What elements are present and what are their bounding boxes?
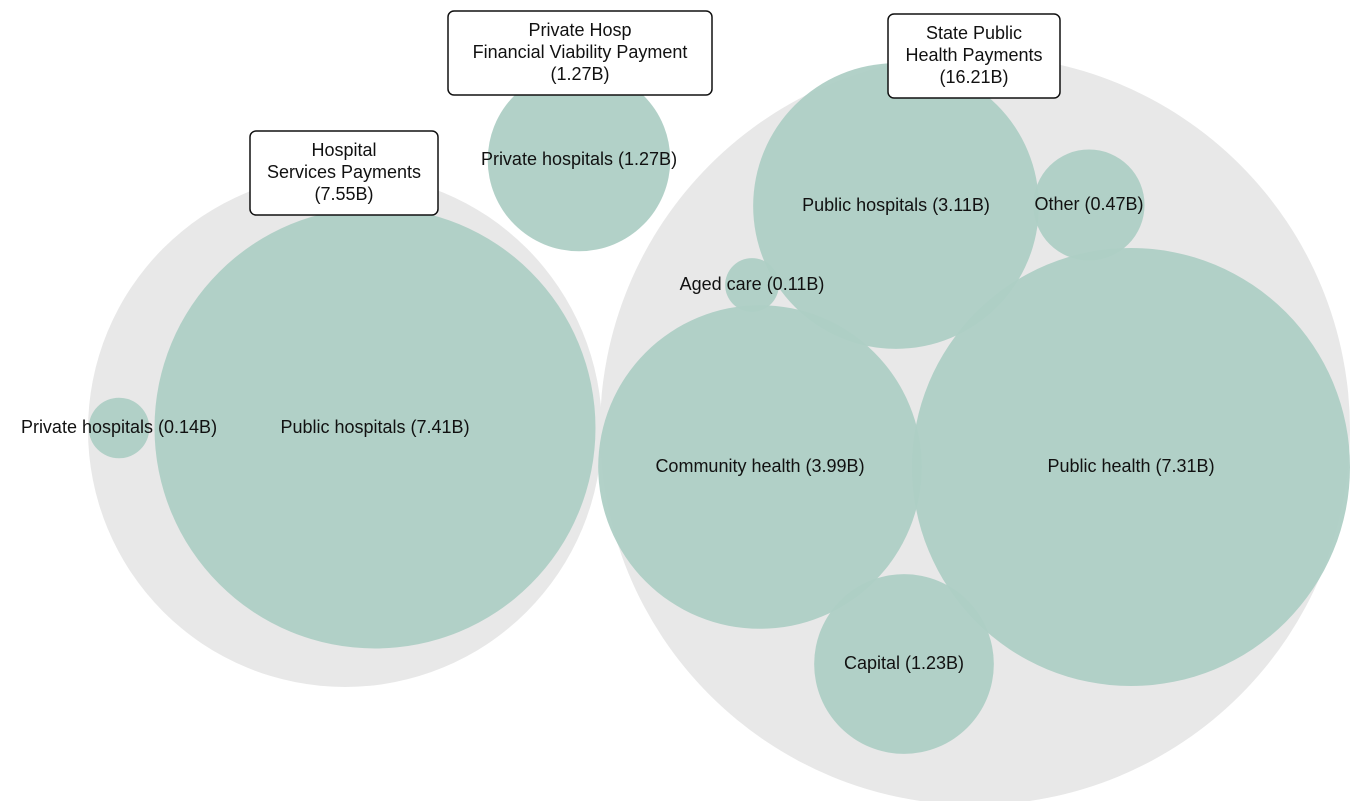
bubble	[912, 248, 1350, 686]
bubble-name: Aged care	[680, 274, 762, 294]
bubble-label: Aged care (0.11B)	[680, 274, 825, 294]
bubble-value-label: (3.11B)	[932, 195, 990, 215]
group-label: Financial Viability Payment	[473, 42, 688, 62]
bubble-label: Private hospitals (0.14B)	[21, 417, 217, 437]
bubble	[1033, 149, 1145, 261]
bubble-name: Other	[1034, 194, 1079, 214]
bubble-label: Community health (3.99B)	[655, 456, 864, 476]
bubble-value-label: (3.99B)	[806, 456, 865, 476]
child-layer	[88, 63, 1350, 754]
group-label: Health Payments	[905, 45, 1042, 65]
bubble	[154, 207, 596, 649]
group-label: (1.27B)	[550, 64, 609, 84]
bubble-value-label: (7.41B)	[411, 417, 470, 437]
bubble-label: Public hospitals (7.41B)	[280, 417, 469, 437]
group-label: State Public	[926, 23, 1022, 43]
bubble-value-label: (1.23B)	[905, 653, 964, 673]
bubble-label: Capital (1.23B)	[844, 653, 964, 673]
bubble-name: Public health	[1047, 456, 1150, 476]
bubble	[814, 574, 994, 754]
bubble	[753, 63, 1039, 349]
bubble-value-label: (0.14B)	[158, 417, 217, 437]
bubble-label: Other (0.47B)	[1034, 194, 1143, 214]
bubble-name: Capital	[844, 653, 900, 673]
bubble-label: Public health (7.31B)	[1047, 456, 1214, 476]
bubble-name: Public hospitals	[802, 195, 927, 215]
bubble-value-label: (0.11B)	[767, 274, 825, 294]
bubble	[487, 68, 671, 252]
bubble	[598, 305, 922, 629]
bubble-name: Private hospitals	[21, 417, 153, 437]
label-layer: Private hospitals (0.14B) Public hospital…	[21, 10, 1215, 673]
group-label: Hospital	[311, 140, 376, 160]
bubble-value-label: (0.47B)	[1085, 194, 1144, 214]
group-label: (7.55B)	[314, 184, 373, 204]
bubble-label: Public hospitals (3.11B)	[802, 195, 990, 215]
bubble-label: Private hospitals (1.27B)	[481, 149, 677, 169]
group-label: Services Payments	[267, 162, 421, 182]
group-label-box	[447, 10, 713, 96]
bubble-value-label: (1.27B)	[618, 149, 677, 169]
bubble	[725, 258, 779, 312]
bubble-name: Public hospitals	[280, 417, 405, 437]
group-label: Private Hosp	[528, 20, 631, 40]
bubble-name: Private hospitals	[481, 149, 613, 169]
group-label-box	[887, 13, 1061, 99]
group-label: (16.21B)	[939, 67, 1008, 87]
bubble-name: Community health	[655, 456, 800, 476]
bubble	[88, 397, 150, 459]
group-label-box	[249, 130, 439, 216]
bubble-value-label: (7.31B)	[1156, 456, 1215, 476]
